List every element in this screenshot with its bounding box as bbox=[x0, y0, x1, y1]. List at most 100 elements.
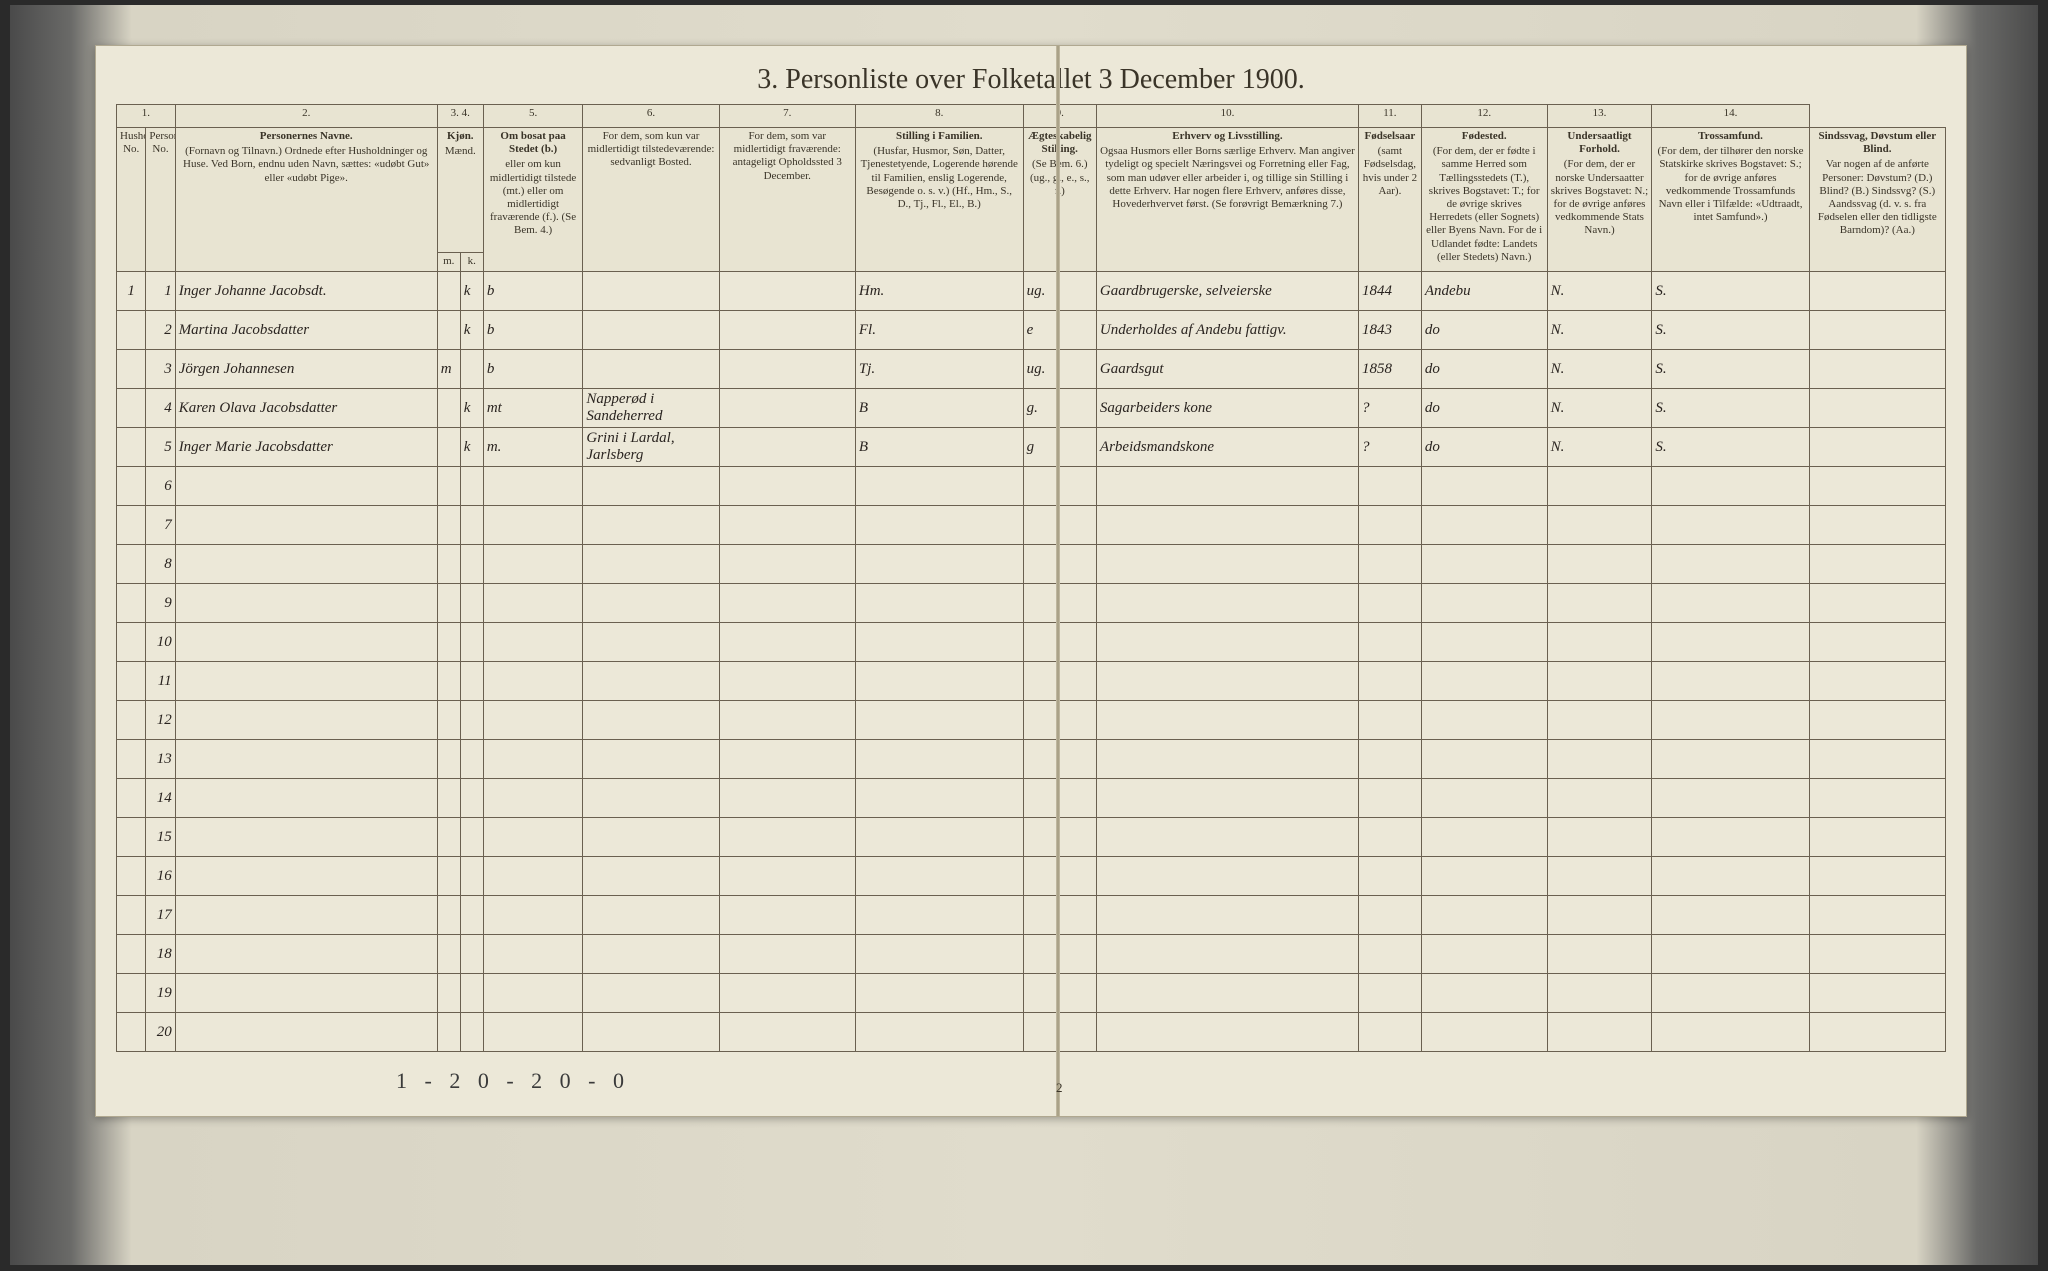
cell-name: Inger Johanne Jacobsdt. bbox=[175, 272, 437, 311]
cell-aar: 1843 bbox=[1358, 311, 1421, 350]
cell-tro: S. bbox=[1652, 428, 1809, 467]
table-row: 6 bbox=[117, 467, 1946, 506]
table-row: 11Inger Johanne Jacobsdt.kbHm.ug.Gaardbr… bbox=[117, 272, 1946, 311]
cell-c6 bbox=[719, 272, 855, 311]
cell-k: k bbox=[460, 428, 483, 467]
cell-tro: S. bbox=[1652, 389, 1809, 428]
cell-fam: B bbox=[855, 389, 1023, 428]
cell-k bbox=[460, 350, 483, 389]
cell-name: Inger Marie Jacobsdatter bbox=[175, 428, 437, 467]
cell-aar: 1858 bbox=[1358, 350, 1421, 389]
cell-aar: ? bbox=[1358, 389, 1421, 428]
cell-fam: B bbox=[855, 428, 1023, 467]
cell-name: Karen Olava Jacobsdatter bbox=[175, 389, 437, 428]
cell-name: Martina Jacobsdatter bbox=[175, 311, 437, 350]
cell-c14 bbox=[1809, 389, 1945, 428]
cell-tro: S. bbox=[1652, 272, 1809, 311]
cell-aar: 1844 bbox=[1358, 272, 1421, 311]
cell-bos: mt bbox=[483, 389, 583, 428]
column-number-row: 1.2.3. 4.5.6.7.8.9.10.11.12.13.14. bbox=[117, 105, 1946, 128]
cell-tro: S. bbox=[1652, 350, 1809, 389]
page-number: 2 bbox=[1056, 1080, 1063, 1096]
book-spine bbox=[1056, 46, 1060, 1116]
table-row: 14 bbox=[117, 779, 1946, 818]
table-row: 8 bbox=[117, 545, 1946, 584]
cell-bos: b bbox=[483, 311, 583, 350]
cell-erv: Sagarbeiders kone bbox=[1096, 389, 1358, 428]
table-body: 11Inger Johanne Jacobsdt.kbHm.ug.Gaardbr… bbox=[117, 272, 1946, 1052]
cell-fod: Andebu bbox=[1421, 272, 1547, 311]
cell-hh bbox=[117, 350, 146, 389]
table-row: 3Jörgen JohannesenmbTj.ug.Gaardsgut1858d… bbox=[117, 350, 1946, 389]
cell-fod: do bbox=[1421, 350, 1547, 389]
cell-erv: Gaardsgut bbox=[1096, 350, 1358, 389]
cell-fam: Hm. bbox=[855, 272, 1023, 311]
table-row: 7 bbox=[117, 506, 1946, 545]
table-row: 2Martina JacobsdatterkbFl.eUnderholdes a… bbox=[117, 311, 1946, 350]
table-row: 15 bbox=[117, 818, 1946, 857]
table-row: 10 bbox=[117, 623, 1946, 662]
cell-k: k bbox=[460, 311, 483, 350]
table-row: 13 bbox=[117, 740, 1946, 779]
table-row: 4Karen Olava Jacobsdatter kmtNapperød i S… bbox=[117, 389, 1946, 428]
cell-und: N. bbox=[1547, 428, 1652, 467]
cell-fam: Fl. bbox=[855, 311, 1023, 350]
cell-name: Jörgen Johannesen bbox=[175, 350, 437, 389]
cell-c5 bbox=[583, 350, 719, 389]
cell-n: 4 bbox=[146, 389, 175, 428]
cell-c5 bbox=[583, 272, 719, 311]
cell-m bbox=[437, 428, 460, 467]
table-row: 17 bbox=[117, 896, 1946, 935]
column-header-row: Husholdningernes No.Personernes No.Perso… bbox=[117, 128, 1946, 253]
cell-c5 bbox=[583, 311, 719, 350]
table-row: 18 bbox=[117, 935, 1946, 974]
cell-fod: do bbox=[1421, 389, 1547, 428]
cell-bos: b bbox=[483, 350, 583, 389]
table-row: 16 bbox=[117, 857, 1946, 896]
table-row: 20 bbox=[117, 1013, 1946, 1052]
cell-c6 bbox=[719, 311, 855, 350]
cell-fod: do bbox=[1421, 428, 1547, 467]
cell-c5: Grini i Lardal, Jarlsberg bbox=[583, 428, 719, 467]
cell-aar: ? bbox=[1358, 428, 1421, 467]
page-title: 3. Personliste over Folketallet 3 Decemb… bbox=[96, 46, 1966, 104]
cell-hh: 1 bbox=[117, 272, 146, 311]
cell-c5: Napperød i Sandeherred bbox=[583, 389, 719, 428]
cell-fod: do bbox=[1421, 311, 1547, 350]
cell-k: k bbox=[460, 389, 483, 428]
cell-n: 1 bbox=[146, 272, 175, 311]
footer-tally: 1 - 2 0 - 2 0 - 0 bbox=[396, 1068, 630, 1094]
table-row: 12 bbox=[117, 701, 1946, 740]
cell-c14 bbox=[1809, 350, 1945, 389]
table-row: 9 bbox=[117, 584, 1946, 623]
cell-fam: Tj. bbox=[855, 350, 1023, 389]
cell-erv: Arbeidsmandskone bbox=[1096, 428, 1358, 467]
cell-n: 5 bbox=[146, 428, 175, 467]
cell-c14 bbox=[1809, 428, 1945, 467]
cell-m bbox=[437, 311, 460, 350]
cell-c6 bbox=[719, 389, 855, 428]
cell-tro: S. bbox=[1652, 311, 1809, 350]
cell-und: N. bbox=[1547, 311, 1652, 350]
cell-c14 bbox=[1809, 311, 1945, 350]
cell-und: N. bbox=[1547, 350, 1652, 389]
table-row: 11 bbox=[117, 662, 1946, 701]
cell-hh bbox=[117, 428, 146, 467]
cell-m bbox=[437, 389, 460, 428]
cell-c6 bbox=[719, 350, 855, 389]
cell-hh bbox=[117, 311, 146, 350]
document-page: 3. Personliste over Folketallet 3 Decemb… bbox=[95, 45, 1967, 1117]
cell-bos: b bbox=[483, 272, 583, 311]
cell-m: m bbox=[437, 350, 460, 389]
cell-c6 bbox=[719, 428, 855, 467]
cell-erv: Underholdes af Andebu fattigv. bbox=[1096, 311, 1358, 350]
cell-und: N. bbox=[1547, 389, 1652, 428]
cell-erv: Gaardbrugerske, selveierske bbox=[1096, 272, 1358, 311]
table-row: 5Inger Marie Jacobsdatter km.Grini i Lard… bbox=[117, 428, 1946, 467]
cell-und: N. bbox=[1547, 272, 1652, 311]
cell-n: 2 bbox=[146, 311, 175, 350]
census-table: 1.2.3. 4.5.6.7.8.9.10.11.12.13.14. Husho… bbox=[116, 104, 1946, 1052]
cell-bos: m. bbox=[483, 428, 583, 467]
cell-c14 bbox=[1809, 272, 1945, 311]
cell-n: 3 bbox=[146, 350, 175, 389]
